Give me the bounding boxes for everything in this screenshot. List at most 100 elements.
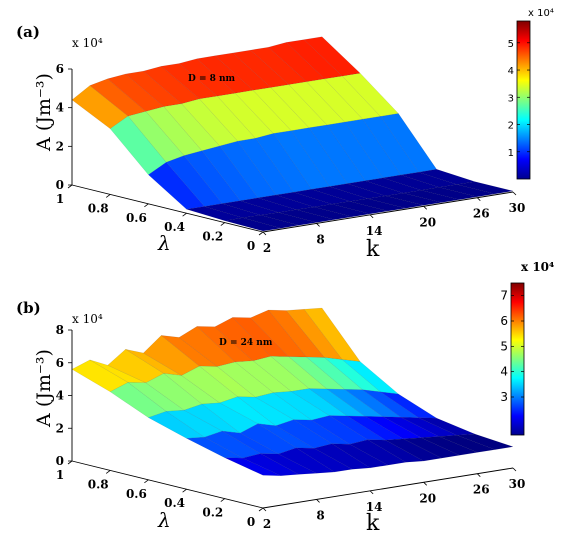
lambda-tick-mark: [182, 212, 187, 217]
k-tick-mark: [423, 206, 427, 210]
z-tick-label: 4: [56, 389, 64, 403]
lambda-tick-mark: [220, 498, 226, 502]
surface-patch: [341, 359, 400, 395]
surface-patch: [380, 113, 437, 173]
z-tick-label: 4: [56, 101, 64, 115]
k-tick-label: 30: [509, 477, 526, 491]
z-multiplier-text-a: x 10⁴: [72, 36, 103, 50]
lambda-axis-title-b: λ: [157, 508, 171, 532]
k-tick-label: 14: [366, 224, 383, 238]
k-axis-line: [262, 467, 514, 509]
k-tick-mark: [369, 490, 374, 495]
surface-b: [71, 307, 514, 476]
lambda-tick-label: 0.4: [164, 496, 185, 510]
lambda-tick-label: 1: [56, 192, 64, 206]
panel-label-a: (a): [16, 23, 40, 41]
panel-label-b: (b): [16, 299, 41, 317]
z-tick-label: 2: [56, 139, 64, 153]
lambda-tick-mark: [220, 222, 226, 226]
surface-patch: [456, 181, 514, 195]
k-tick-mark: [262, 231, 267, 236]
annotation-b: D = 24 nm: [219, 338, 273, 348]
lambda-tick-label: 0: [247, 239, 255, 253]
colorbar-tick-label: 4: [500, 365, 508, 379]
annotation-a: D = 8 nm: [188, 74, 236, 84]
k-tick-mark: [316, 223, 320, 227]
lambda-tick-label: 0.6: [126, 487, 147, 501]
k-tick-label: 20: [419, 491, 436, 505]
colorbar-tick-label: 6: [500, 314, 508, 328]
k-tick-mark: [316, 499, 320, 503]
lambda-axis-title-a: λ: [157, 231, 171, 255]
z-tick-label: 6: [56, 62, 64, 76]
lambda-tick-mark: [67, 460, 73, 465]
colorbar-tick-label: 1: [508, 148, 514, 159]
k-axis-title-a: k: [366, 237, 380, 262]
k-tick-label: 14: [366, 500, 383, 514]
k-tick-mark: [369, 214, 374, 219]
k-tick-label: 8: [316, 508, 324, 522]
k-tick-label: 26: [473, 483, 490, 497]
lambda-tick-mark: [105, 470, 111, 474]
colorbar-a-multiplier: x 10⁴: [528, 8, 554, 19]
lambda-tick-label: 1: [56, 468, 64, 482]
colorbar-tick-label: 7: [500, 289, 508, 303]
k-tick-mark: [477, 473, 481, 477]
k-tick-mark: [477, 197, 481, 201]
lambda-tick-label: 0.2: [202, 230, 223, 244]
colorbar-tick-label: 5: [500, 339, 508, 353]
lambda-tick-mark: [105, 194, 111, 198]
lambda-tick-mark: [258, 507, 264, 512]
z-axis-title-b: A (Jm⁻³): [33, 349, 55, 428]
k-tick-label: 2: [263, 241, 271, 255]
lambda-tick-mark: [258, 231, 264, 236]
z-tick-label: 0: [56, 178, 64, 192]
lambda-tick-mark: [67, 184, 73, 189]
k-tick-label: 2: [263, 517, 271, 531]
k-tick-mark: [423, 482, 427, 486]
lambda-tick-label: 0: [247, 515, 255, 529]
z-tick-label: 6: [56, 356, 64, 370]
z-axis-title-a: A (Jm⁻³): [33, 73, 55, 152]
surface-a: [71, 36, 514, 232]
lambda-tick-mark: [144, 203, 149, 208]
colorbar-a-gradient: [516, 20, 531, 180]
surface-patch: [456, 433, 514, 450]
colorbar-tick-label: 5: [508, 39, 514, 50]
k-tick-mark: [512, 467, 517, 472]
surface-patch: [418, 169, 475, 185]
lambda-tick-label: 0.6: [126, 211, 147, 225]
lambda-tick-label: 0.8: [88, 477, 109, 491]
k-tick-label: 30: [509, 201, 526, 215]
colorbar-b-multiplier: x 10⁴: [521, 260, 554, 274]
lambda-axis-line: [71, 184, 264, 233]
colorbar-a: x 10⁴ 1 2 3 4 5: [508, 8, 554, 180]
lambda-tick-mark: [182, 488, 187, 493]
lambda-tick-mark: [144, 479, 149, 484]
surface-patch: [418, 417, 475, 436]
k-tick-mark: [262, 507, 267, 512]
lambda-axis-line: [71, 460, 264, 509]
lambda-tick-label: 0.4: [164, 220, 185, 234]
lambda-tick-label: 0.8: [88, 201, 109, 215]
colorbar-b-gradient: [510, 282, 525, 436]
k-tick-label: 26: [473, 207, 490, 221]
z-multiplier-a: x 10⁴: [72, 36, 103, 50]
z-tick-label: 2: [56, 421, 64, 435]
colorbar-tick-label: 4: [508, 66, 514, 77]
colorbar-tick-label: 3: [500, 390, 508, 404]
z-tick-label: 8: [56, 323, 64, 337]
z-multiplier-b: x 10⁴: [72, 312, 103, 326]
colorbar-b: x 10⁴ 3 4 5 6 7: [500, 260, 554, 436]
k-tick-label: 20: [419, 215, 436, 229]
z-tick-label: 0: [56, 454, 64, 468]
k-tick-label: 8: [316, 232, 324, 246]
lambda-tick-label: 0.2: [202, 506, 223, 520]
surface-patch: [341, 72, 399, 117]
z-multiplier-text-b: x 10⁴: [72, 312, 103, 326]
